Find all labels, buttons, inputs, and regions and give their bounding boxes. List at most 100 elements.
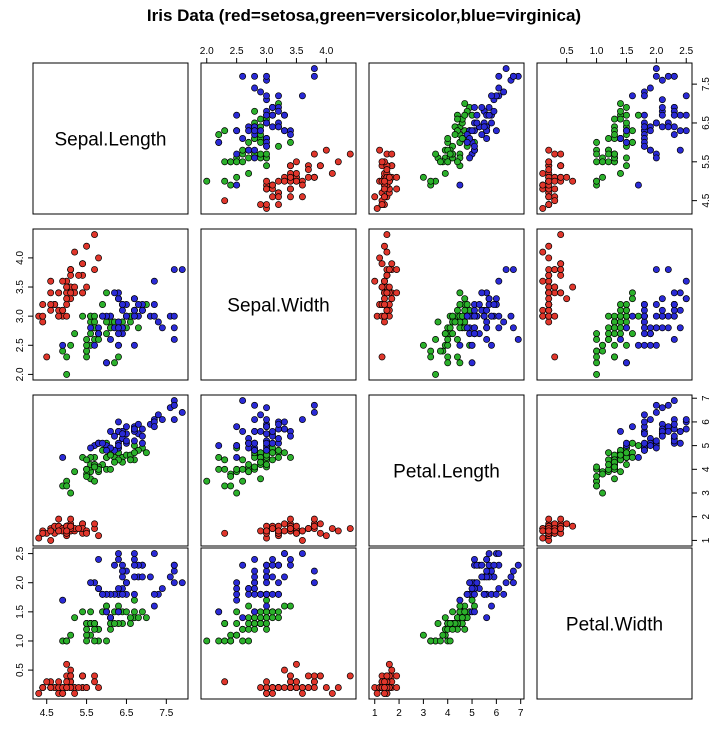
variable-label-petal-width: Petal.Width	[566, 615, 663, 636]
data-point-virginica	[485, 111, 493, 119]
data-point-virginica	[676, 127, 684, 135]
tick-label-bottom: 4.5	[40, 708, 54, 719]
data-point-setosa	[381, 295, 388, 303]
data-point-setosa	[569, 522, 577, 530]
tick-label-right: 3	[701, 490, 712, 496]
data-point-virginica	[473, 119, 481, 127]
data-point-setosa	[55, 289, 63, 297]
data-point-setosa	[557, 260, 565, 268]
data-point-virginica	[676, 324, 684, 332]
data-point-versicolor	[605, 150, 612, 158]
data-point-virginica	[150, 602, 158, 610]
panel-frame	[32, 62, 189, 215]
data-point-setosa	[257, 684, 265, 692]
data-point-setosa	[334, 684, 342, 692]
data-point-setosa	[275, 201, 282, 208]
data-point-versicolor	[107, 625, 114, 633]
data-point-versicolor	[449, 312, 457, 320]
data-point-versicolor	[221, 465, 229, 473]
data-point-setosa	[298, 689, 306, 697]
tick-label-left: 3.5	[15, 280, 26, 294]
data-point-virginica	[646, 84, 654, 92]
data-point-virginica	[500, 318, 508, 326]
data-point-setosa	[388, 150, 396, 158]
tick-label-right: 6.5	[701, 116, 712, 130]
data-point-virginica	[281, 127, 288, 135]
data-point-setosa	[545, 158, 553, 166]
data-point-versicolor	[103, 318, 110, 326]
data-point-setosa	[371, 193, 379, 201]
data-point-virginica	[95, 330, 102, 338]
data-point-versicolor	[79, 608, 87, 616]
data-point-setosa	[79, 289, 87, 297]
data-point-versicolor	[456, 359, 464, 367]
data-point-virginica	[658, 312, 666, 320]
data-point-virginica	[682, 416, 690, 423]
data-point-versicolor	[419, 341, 427, 349]
data-point-setosa	[545, 318, 553, 326]
data-point-versicolor	[419, 631, 427, 639]
data-point-virginica	[170, 324, 178, 332]
data-point-setosa	[383, 248, 391, 256]
data-point-setosa	[551, 177, 559, 185]
data-point-virginica	[263, 92, 270, 100]
tick-label-right: 4	[701, 466, 712, 472]
data-point-virginica	[652, 72, 660, 80]
data-point-virginica	[59, 341, 67, 349]
data-point-versicolor	[221, 456, 229, 464]
data-point-virginica	[130, 295, 138, 303]
data-point-virginica	[138, 439, 146, 447]
data-point-virginica	[269, 439, 276, 447]
tick-label-top: 2.5	[230, 46, 244, 57]
data-point-virginica	[257, 427, 265, 435]
data-point-setosa	[539, 306, 547, 314]
data-point-virginica	[275, 435, 282, 442]
data-point-virginica	[287, 555, 294, 563]
data-point-versicolor	[67, 341, 75, 349]
data-point-virginica	[269, 561, 276, 569]
tick-label-right: 1	[701, 537, 712, 543]
data-point-virginica	[107, 614, 114, 622]
data-point-virginica	[471, 142, 478, 150]
data-point-versicolor	[245, 614, 253, 622]
data-point-versicolor	[611, 330, 618, 338]
data-point-setosa	[83, 242, 91, 250]
data-point-versicolor	[83, 631, 91, 639]
data-point-setosa	[287, 525, 294, 533]
data-point-versicolor	[251, 107, 259, 115]
data-point-versicolor	[446, 150, 454, 158]
data-point-versicolor	[111, 620, 118, 627]
data-point-versicolor	[83, 353, 91, 361]
data-point-setosa	[263, 689, 270, 697]
data-point-setosa	[75, 684, 83, 692]
data-point-setosa	[298, 684, 306, 692]
data-point-versicolor	[611, 341, 618, 349]
data-point-virginica	[617, 427, 624, 435]
data-point-versicolor	[233, 173, 241, 181]
data-point-setosa	[91, 520, 99, 528]
tick-label-right: 4.5	[701, 193, 712, 207]
data-point-versicolor	[130, 449, 138, 457]
data-point-virginica	[251, 427, 259, 435]
tick-label-top: 2.5	[679, 46, 693, 57]
data-point-virginica	[628, 92, 636, 100]
data-point-virginica	[623, 439, 630, 447]
data-point-virginica	[670, 336, 678, 343]
data-point-setosa	[557, 525, 565, 533]
data-point-versicolor	[115, 602, 122, 610]
data-point-setosa	[322, 684, 330, 692]
panel-r3-c3: Petal.Width	[536, 547, 693, 700]
data-point-virginica	[130, 306, 138, 314]
data-point-setosa	[67, 266, 75, 273]
data-point-versicolor	[233, 465, 241, 473]
data-point-setosa	[281, 177, 288, 185]
data-point-setosa	[257, 527, 265, 535]
data-point-setosa	[539, 248, 547, 256]
data-point-versicolor	[239, 456, 247, 464]
data-point-virginica	[233, 596, 241, 604]
data-point-setosa	[304, 166, 312, 174]
data-point-versicolor	[251, 625, 259, 633]
tick-label-right: 5	[701, 442, 712, 448]
data-point-virginica	[310, 579, 318, 587]
data-point-virginica	[170, 561, 178, 569]
